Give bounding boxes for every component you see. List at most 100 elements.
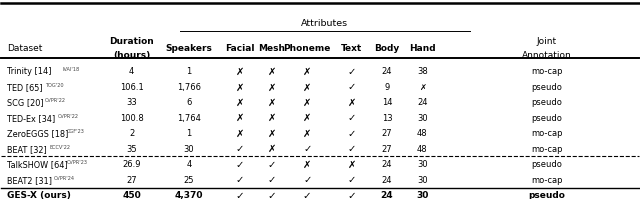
Text: Mesh: Mesh [259, 44, 285, 53]
Text: Annotation: Annotation [522, 51, 572, 60]
Text: 24: 24 [381, 191, 394, 199]
Text: 14: 14 [382, 98, 392, 107]
Text: ✗: ✗ [268, 67, 276, 77]
Text: Dataset: Dataset [7, 44, 42, 53]
Text: ✗: ✗ [348, 98, 356, 108]
Text: 27: 27 [381, 145, 392, 154]
Text: CGF'23: CGF'23 [67, 129, 84, 134]
Text: mo-cap: mo-cap [531, 176, 563, 185]
Text: ✗: ✗ [303, 113, 312, 123]
Text: SCG [20]: SCG [20] [7, 98, 44, 107]
Text: ✓: ✓ [268, 191, 276, 199]
Text: 13: 13 [381, 114, 392, 123]
Text: ✓: ✓ [268, 175, 276, 185]
Text: 1,764: 1,764 [177, 114, 201, 123]
Text: Duration: Duration [109, 37, 154, 46]
Text: TalkSHOW [64]: TalkSHOW [64] [7, 160, 68, 169]
Bar [1, 187, 639, 199]
Text: ✓: ✓ [236, 191, 244, 199]
Text: ✗: ✗ [268, 144, 276, 154]
Text: ✓: ✓ [348, 82, 356, 92]
Text: ✗: ✗ [303, 160, 312, 170]
Text: 30: 30 [417, 160, 428, 169]
Text: CVPR'24: CVPR'24 [54, 176, 75, 181]
Text: pseudo: pseudo [531, 160, 562, 169]
Text: ✗: ✗ [303, 67, 312, 77]
Text: Joint: Joint [537, 37, 557, 46]
Text: ✗: ✗ [236, 67, 244, 77]
Text: Phoneme: Phoneme [284, 44, 331, 53]
Text: pseudo: pseudo [531, 83, 562, 92]
Text: ✓: ✓ [348, 129, 356, 139]
Text: mo-cap: mo-cap [531, 129, 563, 138]
Text: 450: 450 [122, 191, 141, 199]
Text: Trinity [14]: Trinity [14] [7, 67, 52, 76]
Text: 24: 24 [382, 160, 392, 169]
Text: 1,766: 1,766 [177, 83, 201, 92]
Text: 6: 6 [186, 98, 192, 107]
Text: 30: 30 [184, 145, 195, 154]
Text: ✓: ✓ [348, 175, 356, 185]
Text: ✓: ✓ [348, 191, 356, 199]
Text: 27: 27 [381, 129, 392, 138]
Text: BEAT2 [31]: BEAT2 [31] [7, 176, 52, 185]
Text: 30: 30 [416, 191, 428, 199]
Text: 24: 24 [417, 98, 428, 107]
Text: 30: 30 [417, 114, 428, 123]
Text: ✗: ✗ [236, 82, 244, 92]
Text: ✓: ✓ [303, 175, 312, 185]
Text: IVAI'18: IVAI'18 [62, 67, 79, 72]
Text: pseudo: pseudo [531, 114, 562, 123]
Text: mo-cap: mo-cap [531, 145, 563, 154]
Text: 48: 48 [417, 145, 428, 154]
Text: ✓: ✓ [303, 144, 312, 154]
Text: 24: 24 [382, 176, 392, 185]
Text: ✓: ✓ [236, 160, 244, 170]
Text: pseudo: pseudo [528, 191, 565, 199]
Text: ✗: ✗ [236, 113, 244, 123]
Text: 48: 48 [417, 129, 428, 138]
Text: ✓: ✓ [268, 160, 276, 170]
Text: 106.1: 106.1 [120, 83, 143, 92]
Text: TED [65]: TED [65] [7, 83, 43, 92]
Text: 38: 38 [417, 67, 428, 76]
Text: mo-cap: mo-cap [531, 67, 563, 76]
Text: TOG'20: TOG'20 [45, 83, 63, 88]
Text: 35: 35 [126, 145, 137, 154]
Text: ZeroEGGS [18]: ZeroEGGS [18] [7, 129, 68, 138]
Text: Speakers: Speakers [166, 44, 212, 53]
Text: ✗: ✗ [236, 98, 244, 108]
Text: 33: 33 [126, 98, 137, 107]
Text: Facial: Facial [225, 44, 255, 53]
Text: 2: 2 [129, 129, 134, 138]
Text: 30: 30 [417, 176, 428, 185]
Text: 9: 9 [385, 83, 390, 92]
Text: Body: Body [374, 44, 399, 53]
Text: ✗: ✗ [268, 113, 276, 123]
Text: CVPR'22: CVPR'22 [45, 98, 66, 103]
Text: 24: 24 [382, 67, 392, 76]
Text: ✗: ✗ [303, 98, 312, 108]
Text: 4,370: 4,370 [175, 191, 204, 199]
Text: ✓: ✓ [348, 67, 356, 77]
Text: pseudo: pseudo [531, 98, 562, 107]
Text: ✓: ✓ [236, 144, 244, 154]
Text: ✗: ✗ [419, 83, 426, 92]
Text: CVPR'23: CVPR'23 [67, 160, 88, 165]
Text: ✗: ✗ [268, 129, 276, 139]
Text: TED-Ex [34]: TED-Ex [34] [7, 114, 55, 123]
Text: 4: 4 [129, 67, 134, 76]
Text: BEAT [32]: BEAT [32] [7, 145, 47, 154]
Text: 1: 1 [186, 129, 192, 138]
Text: ✗: ✗ [268, 98, 276, 108]
Text: CVPR'22: CVPR'22 [58, 114, 79, 119]
Text: ✗: ✗ [268, 82, 276, 92]
Text: ✓: ✓ [236, 175, 244, 185]
Text: ✗: ✗ [236, 129, 244, 139]
Text: ✓: ✓ [348, 144, 356, 154]
Text: (hours): (hours) [113, 51, 150, 60]
Text: ✗: ✗ [303, 82, 312, 92]
Text: Attributes: Attributes [301, 19, 348, 28]
Text: ECCV'22: ECCV'22 [49, 145, 70, 150]
Text: 4: 4 [186, 160, 192, 169]
